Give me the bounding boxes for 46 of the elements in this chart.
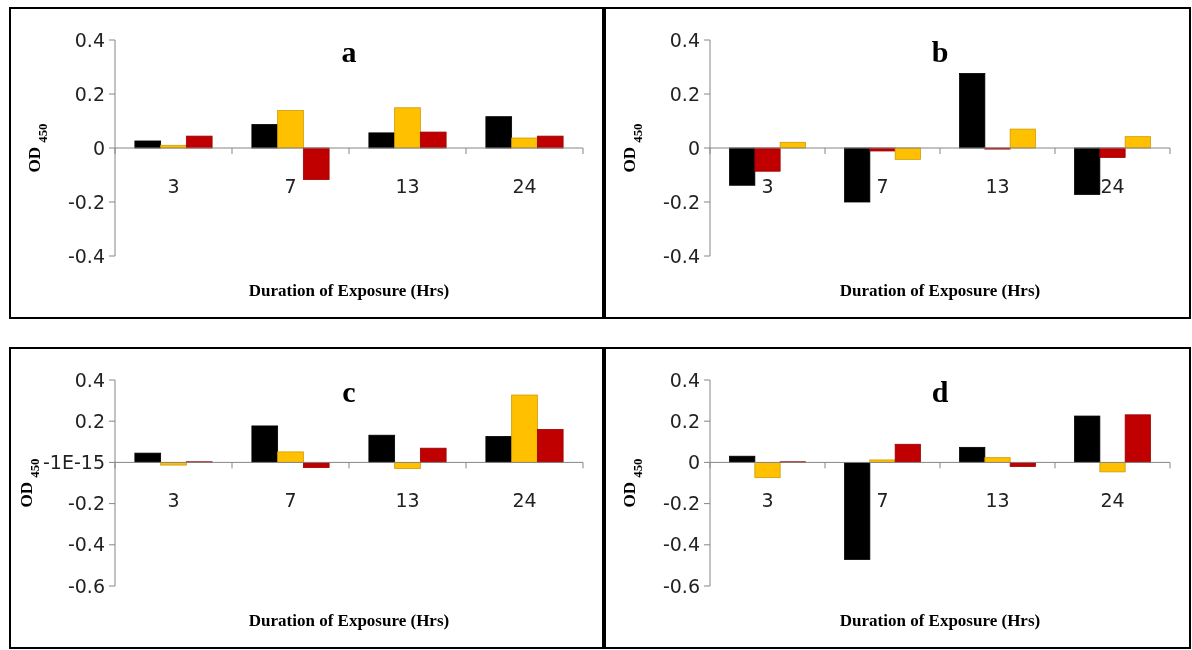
y-tick-label: -0.6 bbox=[67, 574, 105, 597]
x-axis-title: Duration of Exposure (Hrs) bbox=[248, 281, 450, 300]
x-tick-label: 13 bbox=[985, 175, 1010, 197]
y-tick-label: 0 bbox=[687, 136, 700, 159]
y-tick-label: 0.2 bbox=[669, 82, 700, 105]
y-tick-label: -0.2 bbox=[67, 190, 105, 213]
y-tick-label: -0.4 bbox=[662, 244, 700, 267]
y-tick-label: 0.4 bbox=[74, 368, 105, 391]
x-tick-label: 7 bbox=[876, 175, 889, 197]
y-tick-label: 0.2 bbox=[74, 409, 105, 432]
y-tick-label: 0 bbox=[92, 136, 105, 159]
x-tick-label: 7 bbox=[284, 175, 297, 197]
chart-title: b bbox=[931, 35, 949, 68]
x-axis-title: Duration of Exposure (Hrs) bbox=[248, 611, 450, 630]
y-tick-label: -0.4 bbox=[67, 244, 105, 267]
chart-title: d bbox=[931, 375, 949, 408]
y-tick-label: -0.6 bbox=[662, 574, 700, 597]
y-tick-label: 0.4 bbox=[74, 28, 105, 51]
chart-title: a bbox=[341, 35, 357, 68]
x-axis-title: Duration of Exposure (Hrs) bbox=[839, 281, 1041, 300]
x-tick-label: 3 bbox=[761, 489, 774, 512]
x-tick-label: 24 bbox=[512, 175, 537, 197]
x-tick-label: 24 bbox=[1100, 489, 1125, 512]
y-tick-label: -0.4 bbox=[67, 533, 105, 556]
x-tick-label: 24 bbox=[512, 489, 537, 512]
x-tick-label: 13 bbox=[395, 489, 420, 512]
x-tick-label: 13 bbox=[395, 175, 420, 197]
y-tick-label: 0 bbox=[687, 451, 700, 474]
y-tick-label: 0.2 bbox=[74, 82, 105, 105]
x-tick-label: 24 bbox=[1100, 175, 1125, 197]
y-tick-label: -0.4 bbox=[662, 533, 700, 556]
y-tick-label: 0.4 bbox=[669, 368, 700, 391]
x-tick-label: 3 bbox=[167, 489, 180, 512]
x-tick-label: 7 bbox=[876, 489, 889, 512]
x-tick-label: 13 bbox=[985, 489, 1010, 512]
chart-title: c bbox=[342, 375, 356, 408]
x-tick-label: 7 bbox=[284, 489, 297, 512]
y-tick-label: 0.2 bbox=[669, 409, 700, 432]
y-tick-label: 0.4 bbox=[669, 28, 700, 51]
y-tick-label: -0.2 bbox=[662, 190, 700, 213]
y-tick-label: -0.2 bbox=[662, 492, 700, 515]
y-tick-label: -0.2 bbox=[67, 492, 105, 515]
x-tick-label: 3 bbox=[167, 175, 180, 197]
x-tick-label: 3 bbox=[761, 175, 774, 197]
y-tick-label: -1E-15 bbox=[43, 451, 105, 474]
x-axis-title: Duration of Exposure (Hrs) bbox=[839, 611, 1041, 630]
